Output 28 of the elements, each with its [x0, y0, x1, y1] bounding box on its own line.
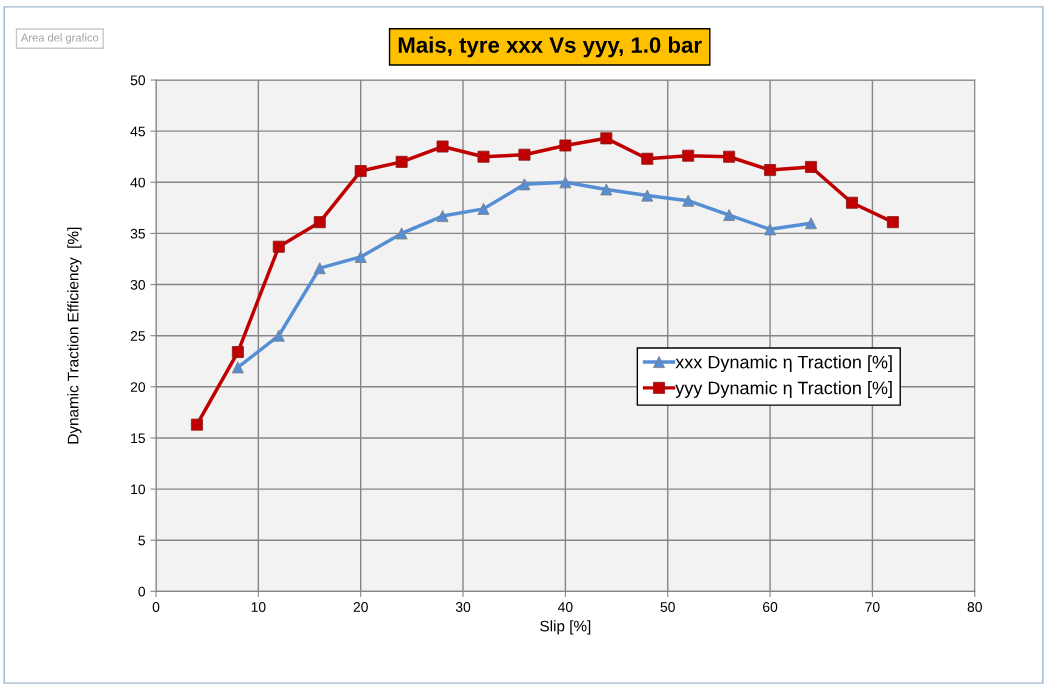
x-tick-label: 60: [763, 602, 778, 612]
x-tick-label: 80: [967, 602, 982, 612]
y-tick-label: 15: [131, 433, 146, 444]
x-tick-label: 40: [557, 602, 573, 612]
chart-title: Mais, tyre xxx Vs yyy, 1.0 bar: [398, 36, 702, 58]
x-tick-label: 30: [455, 602, 471, 612]
point: [805, 160, 817, 173]
y-tick-label: 30: [130, 279, 146, 290]
y-tick-label: 50: [130, 75, 146, 86]
y-axis-title: Dynamic Traction Efficiency [%]: [67, 227, 82, 444]
y-tick-label: 35: [130, 228, 146, 239]
x-axis-title: Slip [%]: [540, 620, 591, 635]
y-tick-label: 0: [138, 586, 146, 597]
x-tick-label: 70: [865, 602, 880, 612]
x-tick-label: 50: [660, 602, 675, 612]
point: [354, 165, 367, 178]
x-tick-label: 10: [251, 602, 266, 612]
legend-label: yyy Dynamic η Traction [%]: [675, 381, 892, 398]
legend-label: xxx Dynamic η Traction [%]: [675, 355, 892, 373]
y-tick-label: 10: [131, 484, 146, 495]
text: Area del grafico: [20, 33, 99, 44]
y-tick-label: 40: [130, 177, 146, 188]
y-tick-label: 5: [138, 535, 145, 546]
y-tick-label: 25: [130, 331, 146, 341]
y-tick-label: 45: [130, 126, 146, 137]
x-tick-label: 0: [152, 602, 160, 612]
x-tick-label: 20: [353, 602, 368, 612]
y-tick-label: 20: [130, 382, 146, 392]
